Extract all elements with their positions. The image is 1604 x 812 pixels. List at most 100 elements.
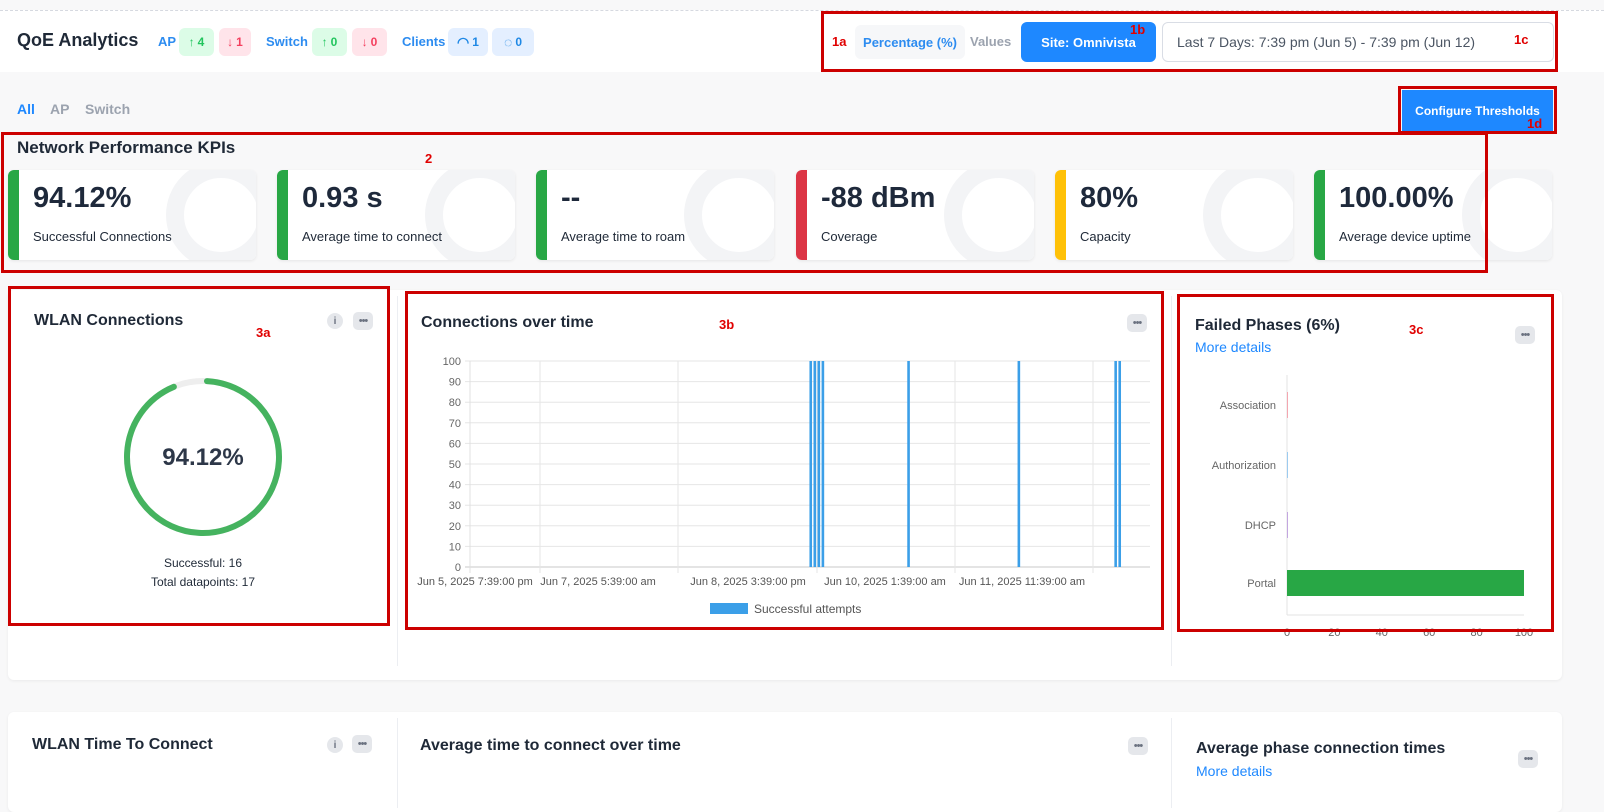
status-bar [8, 170, 19, 260]
y-tick-label: 10 [449, 541, 461, 553]
successful-count: Successful: 16 [163, 556, 243, 570]
divider [397, 718, 398, 808]
annotation-label: 3b [719, 317, 735, 332]
switch-up-badge[interactable]: ↑ 0 [312, 28, 347, 56]
clients-label[interactable]: Clients [402, 34, 446, 49]
total-datapoints: Total datapoints: 17 [150, 575, 256, 589]
kpi-section-title: Network Performance KPIs [17, 138, 236, 157]
tab-switch[interactable]: Switch [85, 101, 131, 117]
bar [817, 361, 821, 567]
bar [1287, 452, 1288, 478]
kpi-value: 0.93 s [302, 182, 383, 214]
gauge-value: 94.12% [162, 444, 244, 471]
wlan-connections-gauge [124, 378, 282, 536]
kpi-card[interactable]: 0.93 s Average time to connect [277, 170, 515, 260]
tab-ap[interactable]: AP [50, 101, 70, 117]
status-bar [796, 170, 807, 260]
wlan-connections-title: WLAN Connections [34, 312, 184, 329]
annotation-box-3a [8, 286, 390, 626]
kpi-label: Average time to roam [561, 229, 686, 244]
annotation-label: 1a [832, 34, 847, 49]
bar [813, 361, 817, 567]
kpi-label: Successful Connections [33, 229, 172, 244]
annotation-label: 3a [256, 325, 271, 340]
page-title: QoE Analytics [17, 30, 139, 50]
ap-down-badge[interactable]: ↓ 1 [219, 28, 251, 56]
decorative-pattern-icon [1203, 170, 1293, 260]
kpi-label: Average device uptime [1339, 229, 1472, 244]
y-tick-label: 70 [449, 418, 461, 430]
kpi-card[interactable]: 94.12% Successful Connections [8, 170, 256, 260]
category-label: Association [1220, 400, 1276, 412]
date-range-picker[interactable]: Last 7 Days: 7:39 pm (Jun 5) - 7:39 pm (… [1162, 22, 1554, 62]
y-tick-label: 90 [449, 377, 461, 389]
divider [1171, 718, 1172, 808]
ap-up-badge[interactable]: ↑ 4 [179, 28, 214, 56]
kpi-value: -- [561, 182, 581, 214]
annotation-box-3c [1177, 294, 1554, 632]
more-options-button[interactable]: ••• [352, 735, 372, 753]
ap-label[interactable]: AP [158, 34, 177, 49]
decorative-pattern-icon [1462, 170, 1552, 260]
more-details-link[interactable]: More details [1196, 763, 1273, 779]
wlan-time-to-connect-title: WLAN Time To Connect [32, 736, 213, 753]
bar [907, 361, 910, 567]
x-tick-label: 0 [1284, 627, 1290, 639]
x-tick-label: Jun 11, 2025 11:39:00 am [959, 576, 1085, 588]
arrow-down-icon: ↓ [227, 35, 234, 49]
more-options-button[interactable]: ••• [353, 312, 373, 330]
more-details-link[interactable]: More details [1195, 339, 1272, 355]
switch-label[interactable]: Switch [266, 34, 308, 49]
values-toggle[interactable]: Values [970, 34, 1012, 49]
x-tick-label: Jun 10, 2025 1:39:00 am [824, 576, 946, 588]
more-options-button[interactable]: ••• [1128, 737, 1148, 755]
y-tick-label: 60 [449, 438, 461, 450]
site-selector-button[interactable]: Site: Omnivista [1021, 22, 1156, 62]
annotation-box-1 [821, 11, 1558, 72]
bar [1017, 361, 1021, 567]
configure-thresholds-button[interactable]: Configure Thresholds [1402, 90, 1553, 132]
annotation-label: 1d [1527, 116, 1543, 131]
more-options-button[interactable]: ••• [1515, 326, 1535, 344]
kpi-card[interactable]: -- Average time to roam [536, 170, 774, 260]
gauge-arc [124, 378, 282, 536]
annotation-label: 3c [1409, 322, 1424, 337]
info-icon[interactable]: i [327, 737, 343, 753]
switch-down-badge[interactable]: ↓ 0 [352, 28, 387, 56]
avg-time-to-connect-title: Average time to connect over time [420, 737, 681, 754]
decorative-pattern-icon [684, 170, 774, 260]
bar [809, 361, 813, 567]
kpi-card[interactable]: -88 dBm Coverage [796, 170, 1034, 260]
y-tick-label: 100 [443, 356, 461, 368]
connections-over-time-title: Connections over time [421, 314, 594, 331]
status-bar [536, 170, 547, 260]
wifi-icon: ◠ [457, 33, 470, 50]
wifi-clients-badge[interactable]: ◠ 1 [448, 28, 488, 56]
annotation-label: 2 [425, 151, 433, 166]
kpi-value: 80% [1080, 182, 1139, 214]
annotation-label: 1b [1130, 22, 1146, 37]
kpi-card[interactable]: 100.00% Average device uptime [1314, 170, 1552, 260]
kpi-card[interactable]: 80% Capacity [1055, 170, 1293, 260]
info-icon[interactable]: i [327, 313, 343, 329]
percentage-toggle[interactable]: Percentage (%) [855, 25, 965, 59]
tab-all[interactable]: All [17, 101, 35, 117]
more-options-button[interactable]: ••• [1127, 314, 1147, 332]
divider [1171, 296, 1172, 666]
annotation-box-2 [1, 132, 1488, 273]
kpi-value: 100.00% [1339, 182, 1454, 214]
more-options-button[interactable]: ••• [1518, 750, 1538, 768]
y-tick-label: 80 [449, 397, 461, 409]
connections-over-time-chart: 0 10 20 30 40 50 60 70 80 90 100 Jun 5, 2025 7:39:0… [417, 356, 1150, 616]
category-label: Authorization [1212, 460, 1276, 472]
bar [1287, 392, 1288, 418]
y-tick-label: 0 [455, 562, 461, 574]
phase-connection-times-title: Average phase connection times [1196, 740, 1446, 757]
network-nodes-icon: ◌ [503, 34, 513, 50]
wired-clients-badge[interactable]: ◌ 0 [492, 28, 534, 56]
x-tick-label: Jun 5, 2025 7:39:00 pm [417, 576, 533, 588]
arrow-up-icon: ↑ [188, 35, 195, 49]
kpi-value: 94.12% [33, 182, 132, 214]
failed-phases-title: Failed Phases (6%) [1195, 317, 1340, 334]
annotation-label: 1c [1514, 32, 1529, 47]
